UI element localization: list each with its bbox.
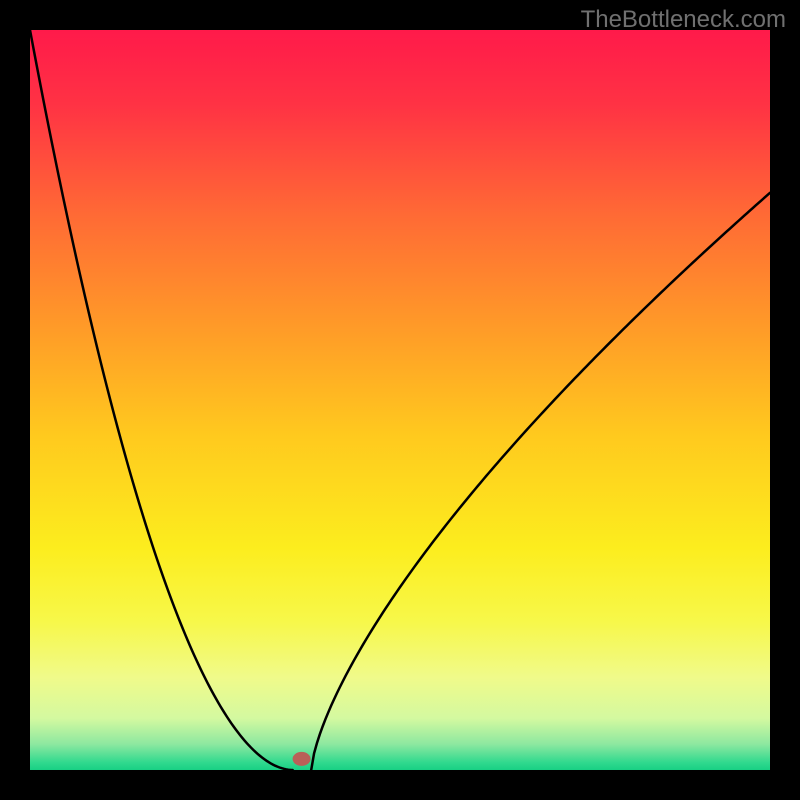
watermark-text: TheBottleneck.com — [581, 6, 786, 34]
bottleneck-marker — [293, 752, 311, 766]
chart-frame: TheBottleneck.com — [0, 0, 800, 800]
bottleneck-chart — [0, 0, 800, 800]
chart-background — [30, 30, 770, 770]
